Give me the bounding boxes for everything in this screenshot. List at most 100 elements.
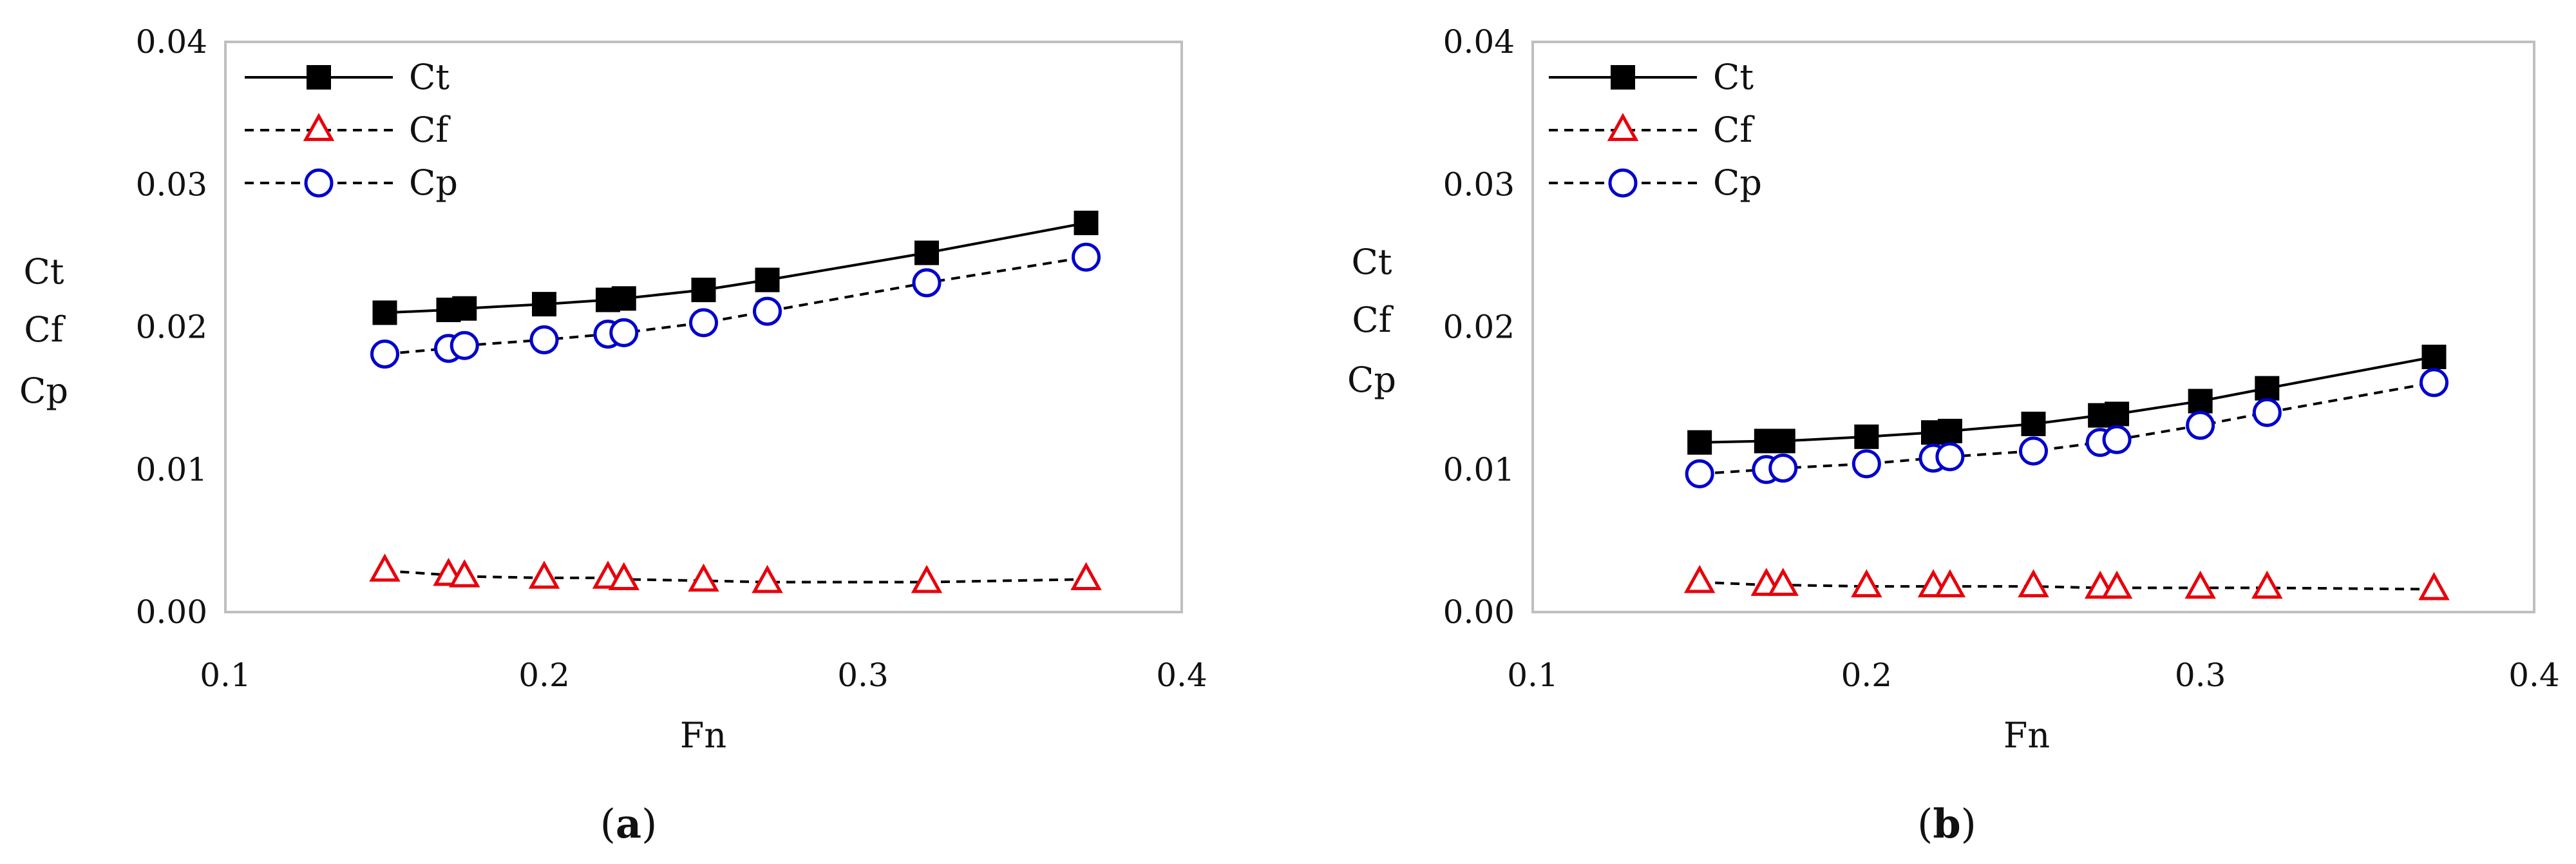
legend-label-Ct: Ct — [1713, 57, 1754, 97]
legend-label-Cp: Cp — [409, 162, 458, 203]
series-line-Cf — [1700, 581, 2434, 591]
y-tick-label: 0.04 — [136, 23, 207, 61]
y-tick-label: 0.00 — [136, 593, 207, 631]
data-point-Cf — [1683, 564, 1716, 593]
caption-open-paren: ( — [1917, 800, 1933, 847]
series-Cp — [1685, 368, 2448, 488]
y-axis-title-line: Ct — [1351, 242, 1392, 282]
y-tick-label: 0.02 — [136, 309, 207, 346]
caption-letter: b — [1933, 800, 1960, 847]
y-axis-title-line: Cf — [1352, 300, 1394, 340]
data-point-Cp — [1852, 449, 1881, 479]
legend-label-Ct: Ct — [409, 57, 450, 97]
data-point-Cp — [1768, 454, 1798, 483]
panel-caption: (a) — [600, 800, 658, 847]
data-point-Ct — [2421, 344, 2447, 369]
legend-label-Cf: Cf — [409, 110, 451, 150]
data-point-Cf — [2418, 571, 2450, 600]
data-point-Ct — [452, 296, 477, 321]
series-Ct — [1687, 344, 2447, 455]
data-point-Ct — [1937, 419, 1962, 444]
data-point-Cf — [608, 562, 639, 591]
data-point-Ct — [914, 240, 939, 265]
x-tick-label: 0.3 — [837, 657, 889, 694]
data-point-Cf — [449, 559, 480, 588]
data-point-Ct — [2188, 389, 2213, 414]
caption-open-paren: ( — [600, 800, 616, 847]
series-line-Ct — [1700, 355, 2434, 444]
legend-marker-Cf — [303, 113, 335, 141]
data-point-Cf — [911, 564, 943, 593]
y-axis-title-line: Cp — [19, 370, 68, 411]
plot-area-frame — [224, 41, 1183, 613]
data-point-Cf — [1767, 568, 1799, 596]
data-point-Cf — [2101, 570, 2133, 599]
y-tick-label: 0.03 — [1443, 166, 1515, 203]
data-point-Cf — [369, 553, 401, 582]
data-point-Ct — [2105, 401, 2130, 427]
data-point-Ct — [755, 267, 780, 293]
series-Cf — [369, 553, 1102, 593]
legend-marker-Ct — [1611, 65, 1635, 90]
data-point-Ct — [691, 277, 716, 302]
data-point-Ct — [1770, 428, 1795, 454]
y-tick-label: 0.01 — [1443, 451, 1515, 488]
x-tick-label: 0.2 — [1841, 657, 1893, 694]
data-point-Cp — [2252, 398, 2282, 427]
data-point-Cp — [529, 325, 559, 354]
series-line-Cf — [384, 569, 1086, 584]
y-axis-title-line: Cp — [1347, 360, 1396, 400]
data-point-Ct — [2255, 376, 2280, 401]
data-point-Cp — [450, 331, 479, 360]
data-point-Cf — [688, 563, 719, 592]
legend: Ct Cf Cp — [245, 57, 458, 203]
data-point-Ct — [611, 286, 636, 311]
data-point-Ct — [2021, 411, 2046, 436]
legend-marker-Ct — [307, 65, 331, 90]
data-point-Cf — [1851, 569, 1882, 598]
data-point-Cp — [1935, 442, 1965, 472]
series-line-Cp — [384, 256, 1086, 356]
data-point-Cp — [2019, 436, 2048, 466]
data-point-Cf — [2251, 570, 2283, 599]
y-axis-title-line: Cf — [24, 309, 66, 350]
x-tick-label: 0.1 — [200, 657, 251, 694]
data-point-Ct — [1687, 430, 1712, 455]
y-tick-label: 0.03 — [136, 166, 207, 203]
legend-marker-Cp — [1608, 168, 1638, 198]
data-point-Ct — [1854, 424, 1879, 449]
series-Cp — [370, 242, 1101, 369]
caption-close-paren: ) — [1961, 800, 1976, 847]
data-point-Cf — [752, 564, 783, 593]
legend-marker-Cp — [304, 168, 334, 198]
y-tick-label: 0.01 — [136, 451, 207, 488]
x-tick-label: 0.4 — [1156, 657, 1208, 694]
data-point-Cp — [1685, 459, 1714, 488]
x-axis-title: Fn — [680, 715, 726, 756]
data-point-Cp — [370, 340, 399, 369]
chart-panel-b: 0.00 0.01 0.02 0.03 0.04 0.1 0.2 0.3 0.4 Ct Cf Cp Fn… — [1347, 23, 2560, 847]
data-point-Cp — [2420, 368, 2448, 398]
y-tick-label: 0.04 — [1443, 23, 1515, 61]
legend-marker-Cf — [1607, 113, 1639, 141]
legend: Ct Cf Cp — [1549, 57, 1762, 203]
series-Ct — [372, 210, 1099, 325]
data-point-Cf — [1934, 569, 1966, 598]
caption-close-paren: ) — [641, 800, 657, 847]
data-point-Ct — [1074, 210, 1099, 235]
plot-area-frame — [1531, 41, 2535, 613]
y-tick-label: 0.02 — [1443, 309, 1515, 346]
data-point-Cp — [689, 308, 718, 338]
data-point-Cp — [912, 268, 942, 298]
caption-letter: a — [616, 800, 641, 847]
data-point-Cp — [609, 318, 639, 347]
legend-label-Cf: Cf — [1713, 110, 1755, 150]
data-point-Cp — [2102, 425, 2132, 454]
x-tick-label: 0.1 — [1507, 657, 1558, 694]
data-point-Cf — [1070, 562, 1102, 591]
x-axis-title: Fn — [2003, 715, 2050, 756]
data-point-Cp — [1072, 242, 1101, 272]
series-line-Cp — [1700, 381, 2434, 475]
x-tick-label: 0.2 — [518, 657, 570, 694]
